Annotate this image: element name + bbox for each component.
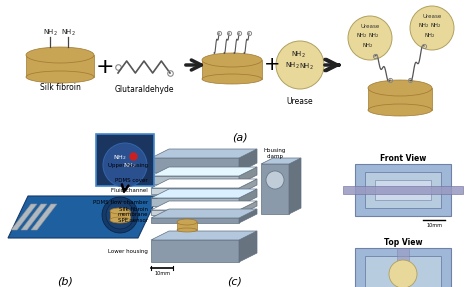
Ellipse shape [26, 71, 94, 83]
Polygon shape [151, 188, 239, 194]
Polygon shape [151, 179, 257, 188]
Text: NH$_2$: NH$_2$ [368, 32, 380, 40]
Circle shape [266, 171, 284, 189]
Ellipse shape [368, 80, 432, 96]
Polygon shape [31, 204, 57, 230]
Ellipse shape [202, 74, 262, 84]
Polygon shape [289, 158, 301, 214]
Polygon shape [239, 189, 257, 206]
Bar [365, 256, 441, 287]
Polygon shape [21, 204, 47, 230]
Ellipse shape [177, 219, 197, 225]
Text: (b): (b) [57, 277, 73, 287]
Polygon shape [151, 176, 239, 184]
Polygon shape [151, 201, 257, 210]
Polygon shape [151, 198, 239, 206]
Bar [343, 186, 463, 194]
Text: Housing
clamp: Housing clamp [264, 148, 286, 159]
Polygon shape [26, 55, 94, 77]
Ellipse shape [110, 217, 130, 223]
Polygon shape [151, 149, 257, 158]
Circle shape [348, 16, 392, 60]
Ellipse shape [110, 208, 130, 214]
Bar [96, 134, 154, 186]
Polygon shape [151, 158, 239, 172]
Text: +: + [264, 55, 280, 75]
Text: Lower housing: Lower housing [108, 249, 148, 253]
Text: NH$_2$: NH$_2$ [284, 61, 300, 71]
Polygon shape [239, 231, 257, 262]
Text: Fluid channel: Fluid channel [111, 189, 148, 193]
Polygon shape [239, 201, 257, 215]
Polygon shape [239, 209, 257, 223]
Polygon shape [177, 222, 197, 230]
Bar [397, 248, 409, 287]
Polygon shape [239, 179, 257, 194]
Polygon shape [151, 167, 257, 176]
Polygon shape [261, 164, 289, 214]
Text: SPE sensor: SPE sensor [118, 218, 148, 222]
Text: NH$_2$: NH$_2$ [362, 42, 374, 51]
Bar [375, 180, 431, 200]
Text: NH$_2$: NH$_2$ [424, 32, 436, 40]
Polygon shape [151, 231, 257, 240]
Text: NH$_2$: NH$_2$ [299, 62, 313, 72]
Circle shape [410, 6, 454, 50]
Polygon shape [151, 209, 257, 218]
Ellipse shape [368, 104, 432, 116]
Circle shape [389, 260, 417, 287]
Bar [355, 248, 451, 287]
Text: NH$_2$: NH$_2$ [43, 28, 57, 38]
Text: NH$_2$: NH$_2$ [418, 22, 430, 30]
Text: Silk fibroin: Silk fibroin [39, 83, 81, 92]
Text: NH$_2$: NH$_2$ [113, 154, 127, 162]
Text: NH$_2$: NH$_2$ [430, 22, 442, 30]
Circle shape [276, 41, 324, 89]
Text: (a): (a) [232, 133, 248, 143]
Polygon shape [202, 60, 262, 79]
Text: 10mm: 10mm [154, 271, 170, 276]
Circle shape [106, 201, 134, 229]
Text: Silk fibroin
membrane: Silk fibroin membrane [118, 207, 148, 217]
Text: Urease: Urease [422, 13, 442, 18]
Text: NH$_2$: NH$_2$ [61, 28, 75, 38]
Polygon shape [368, 88, 432, 110]
Text: PDMS flow chamber: PDMS flow chamber [93, 199, 148, 205]
Polygon shape [8, 196, 158, 238]
Text: PDMS cover: PDMS cover [115, 177, 148, 183]
Polygon shape [151, 210, 239, 215]
Polygon shape [261, 158, 301, 164]
Text: Front View: Front View [380, 154, 426, 163]
Polygon shape [151, 218, 239, 223]
Text: Upper housing: Upper housing [108, 162, 148, 168]
Ellipse shape [202, 53, 262, 67]
Text: 10mm: 10mm [426, 223, 442, 228]
Text: Top View: Top View [384, 238, 422, 247]
Polygon shape [11, 204, 37, 230]
Text: NH$_2$: NH$_2$ [291, 50, 305, 60]
Circle shape [102, 197, 138, 233]
Polygon shape [151, 240, 239, 262]
Ellipse shape [177, 228, 197, 232]
Bar [355, 164, 451, 216]
Text: NH$_2$: NH$_2$ [123, 162, 137, 170]
Circle shape [103, 143, 147, 187]
Polygon shape [151, 189, 257, 198]
Polygon shape [239, 149, 257, 172]
Ellipse shape [26, 47, 94, 63]
Text: +: + [96, 57, 114, 77]
Text: NH$_2$: NH$_2$ [356, 32, 368, 40]
Text: Urease: Urease [360, 24, 380, 28]
Text: Glutaraldehyde: Glutaraldehyde [114, 85, 174, 94]
Bar [365, 172, 441, 208]
Polygon shape [239, 167, 257, 184]
Text: (c): (c) [228, 277, 242, 287]
Text: Urease: Urease [287, 97, 313, 106]
Polygon shape [110, 211, 130, 220]
